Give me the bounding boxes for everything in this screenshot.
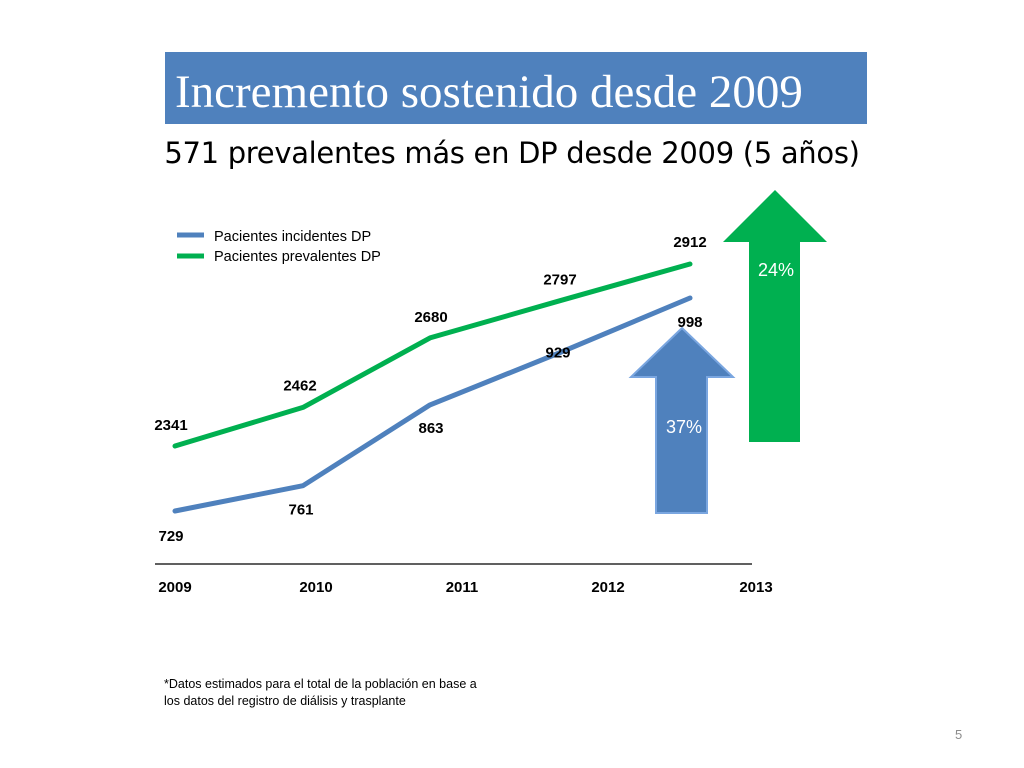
increase-label-incidentes: 37% — [666, 417, 702, 437]
title-banner: Incremento sostenido desde 2009 — [165, 52, 867, 124]
legend-label-incidentes: Pacientes incidentes DP — [214, 229, 371, 245]
increase-arrow-prevalentes — [723, 190, 827, 442]
data-label-prevalentes-2011: 2680 — [414, 309, 447, 326]
data-label-incidentes-2010: 761 — [288, 502, 313, 519]
data-label-incidentes-2011: 863 — [418, 420, 443, 437]
footnote: *Datos estimados para el total de la pob… — [164, 676, 477, 710]
x-tick-label-2013: 2013 — [739, 579, 772, 596]
data-label-incidentes-2009: 729 — [158, 528, 183, 545]
increase-arrow-incidentes — [628, 326, 736, 514]
x-tick-label-2012: 2012 — [591, 579, 624, 596]
x-tick-label-2011: 2011 — [446, 579, 479, 596]
data-label-incidentes-2012: 929 — [545, 345, 570, 362]
data-label-prevalentes-2010: 2462 — [283, 377, 316, 394]
page-number: 5 — [955, 727, 963, 742]
data-label-prevalentes-2009: 2341 — [154, 417, 187, 434]
x-tick-label-2009: 2009 — [158, 579, 191, 596]
legend-label-prevalentes: Pacientes prevalentes DP — [214, 249, 381, 265]
x-tick-label-2010: 2010 — [299, 579, 332, 596]
data-label-prevalentes-2013: 2912 — [673, 234, 706, 251]
series-line-incidentes — [172, 295, 693, 514]
increase-label-prevalentes: 24% — [758, 260, 794, 280]
data-label-prevalentes-2012: 2797 — [543, 272, 576, 289]
series-line-prevalentes — [172, 261, 693, 449]
slide-title: Incremento sostenido desde 2009 — [175, 66, 803, 118]
data-label-incidentes-2013: 998 — [677, 314, 702, 331]
footnote-line-2: los datos del registro de diálisis y tra… — [164, 694, 406, 708]
slide-subtitle: 571 prevalentes más en DP desde 2009 (5 … — [164, 136, 860, 170]
footnote-line-1: *Datos estimados para el total de la pob… — [164, 677, 477, 691]
